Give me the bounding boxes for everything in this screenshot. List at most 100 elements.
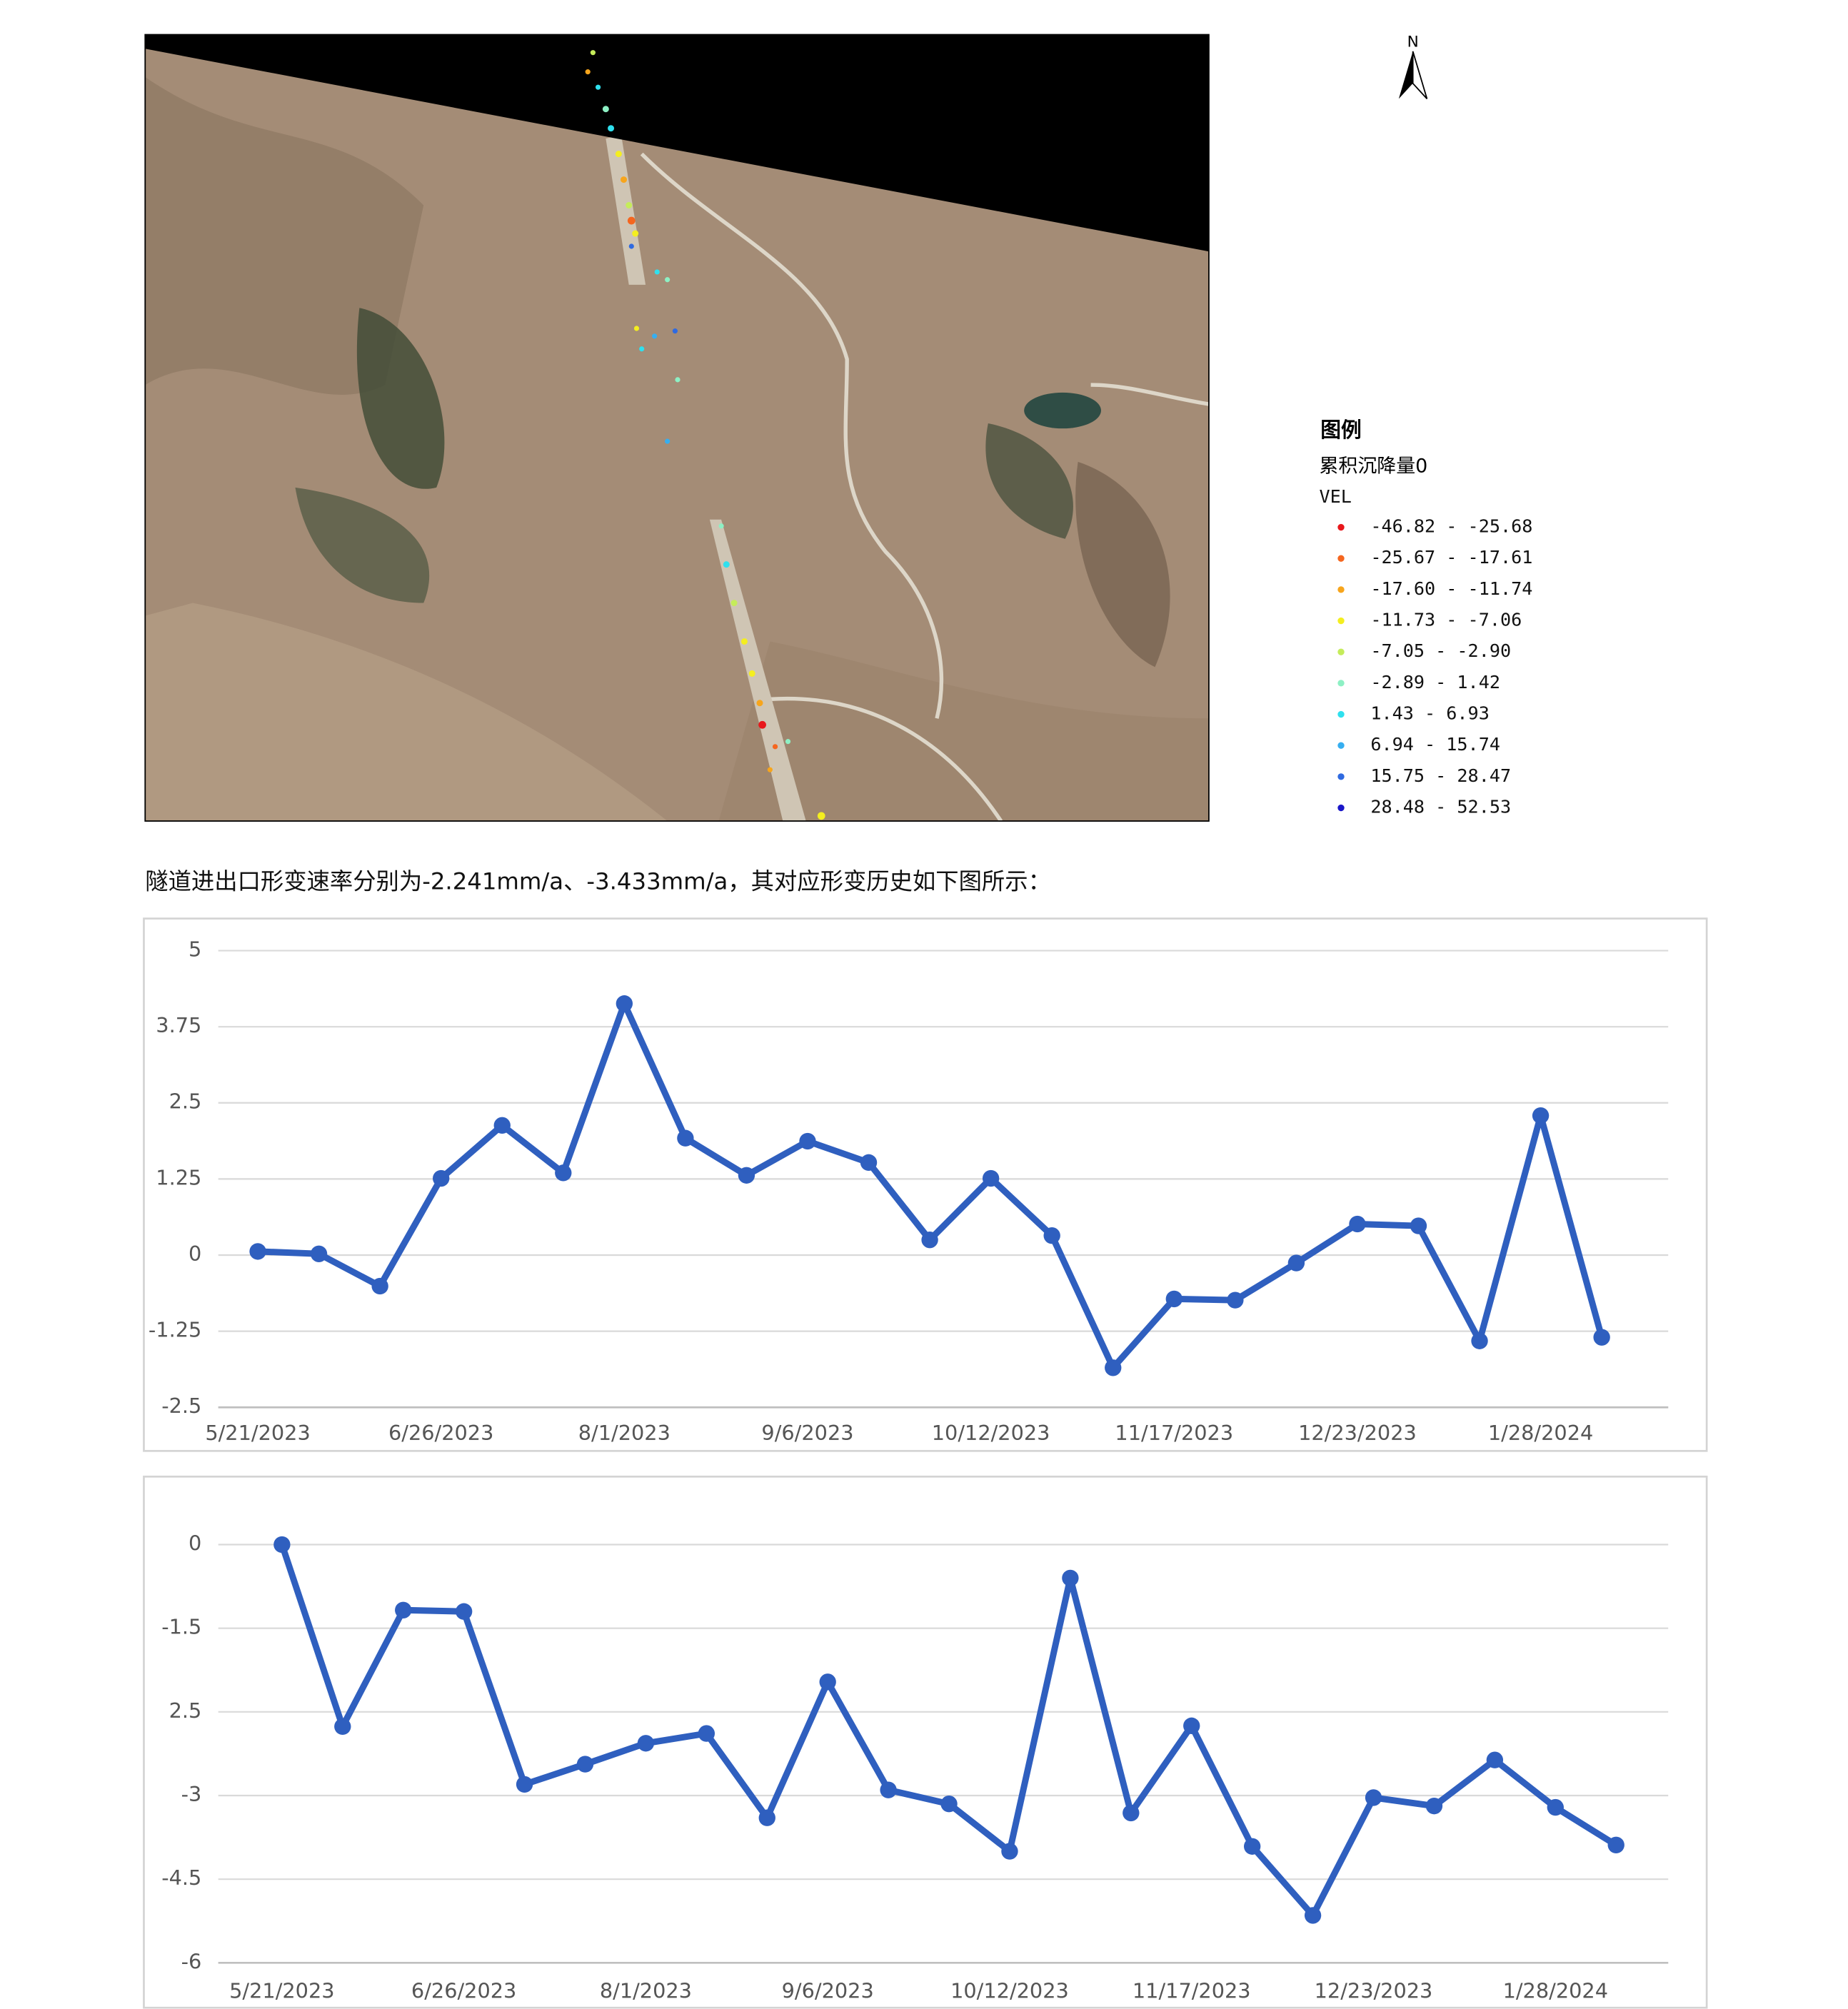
data-point [677,1129,694,1147]
legend-swatch [1337,680,1345,687]
x-tick-label: 10/12/2023 [950,1979,1069,2003]
line-chart: 5 3.75 2.5 1.25 0 -1.25 -2.55/21/2023 6/26/2023… [143,917,1708,1452]
y-tick-label: 3.75 [156,1013,201,1037]
map-points [585,50,825,820]
data-point [1183,1717,1200,1735]
data-point [1001,1843,1018,1860]
data-point [1304,1907,1322,1924]
x-tick-label: 10/12/2023 [932,1421,1050,1445]
y-tick-label: -1.25 [149,1318,201,1342]
data-point [1123,1804,1140,1822]
data-point [249,1243,266,1260]
x-tick-label: 9/6/2023 [782,1979,874,2003]
x-tick-label: 11/17/2023 [1133,1979,1251,2003]
data-point [1593,1329,1610,1346]
x-tick-label: 5/21/2023 [205,1421,310,1445]
y-tick-label: -3 [181,1782,202,1806]
data-point [1165,1290,1182,1308]
y-tick-label: 2.5 [169,1089,202,1114]
data-point [433,1169,450,1187]
data-point [758,1809,775,1826]
map-legend: 图例 累积沉降量0 VEL -46.82 - -25.68 -25.67 - -1… [1319,418,1532,817]
chart-frame [143,917,1708,1452]
chart-frame [143,1475,1708,2009]
legend-swatch [1337,586,1345,593]
data-point [921,1231,938,1249]
legend-swatch [1337,555,1345,562]
legend-swatch [1337,523,1345,531]
y-tick-label: 0 [189,1242,201,1266]
y-tick-label: 5 [189,937,201,962]
legend-title: 图例 [1320,418,1361,442]
data-point [860,1154,878,1172]
north-arrow: N [1398,33,1428,99]
data-point [940,1796,958,1813]
data-point [1607,1836,1624,1853]
legend-label: -7.05 - -2.90 [1370,640,1511,661]
legend-field: VEL [1319,486,1351,507]
line-chart: 0 -1.5 2.5 -3 -4.5 -6 5/21/2023 6/26/2023 8/1/20… [143,1475,1708,2009]
data-point [273,1536,291,1554]
caption: 隧道进出口形变速率分别为-2.241mm/a、-3.433mm/a，其对应形变历… [145,867,1051,895]
y-tick-label: -4.5 [161,1866,201,1890]
data-point [395,1601,412,1618]
data-point [1532,1107,1550,1124]
x-tick-label: 1/28/2024 [1488,1421,1593,1445]
data-point [799,1132,816,1150]
data-point [1105,1359,1122,1376]
x-tick-label: 12/23/2023 [1298,1421,1417,1445]
y-tick-label: 2.5 [169,1698,202,1723]
legend-swatch [1337,617,1345,625]
legend-label: -25.67 - -17.61 [1370,547,1532,568]
data-point [334,1718,351,1736]
legend-swatch [1337,710,1345,718]
x-tick-label: 8/1/2023 [600,1979,692,2003]
x-tick-label: 5/21/2023 [229,1979,334,2003]
y-tick-label: 1.25 [156,1165,201,1189]
y-tick-label: -1.5 [161,1615,201,1639]
y-tick-label: -6 [181,1949,202,1973]
data-point [1471,1332,1488,1349]
data-point [310,1245,328,1262]
legend-swatch [1337,804,1345,812]
legend-label: -11.73 - -7.06 [1370,610,1522,630]
data-point [637,1735,655,1752]
data-point [1547,1798,1564,1816]
data-point [371,1277,388,1295]
data-point [1062,1569,1079,1587]
data-point [880,1781,897,1798]
data-point [1227,1292,1244,1309]
legend-swatch [1337,648,1345,655]
y-tick-label: -2.5 [161,1394,201,1418]
satellite-map [144,34,1210,822]
data-point [1486,1751,1504,1768]
data-point [1287,1254,1305,1272]
legend-label: 1.43 - 6.93 [1370,703,1489,724]
data-point [982,1169,1000,1187]
data-point [555,1164,572,1182]
x-tick-label: 12/23/2023 [1315,1979,1433,2003]
legend-label: 28.48 - 52.53 [1370,797,1511,817]
x-tick-label: 1/28/2024 [1503,1979,1608,2003]
legend-label: -17.60 - -11.74 [1370,578,1532,599]
legend-swatch [1337,773,1345,780]
north-label: N [1407,33,1419,51]
y-tick-label: 0 [189,1531,201,1556]
x-tick-label: 9/6/2023 [761,1421,853,1445]
data-point [698,1725,715,1742]
x-tick-label: 6/26/2023 [388,1421,493,1445]
legend-label: -2.89 - 1.42 [1370,672,1500,693]
data-point [819,1673,836,1691]
data-point [516,1776,533,1793]
x-tick-label: 6/26/2023 [411,1979,516,2003]
data-point [1349,1215,1366,1233]
x-tick-label: 11/17/2023 [1115,1421,1233,1445]
legend-layer: 累积沉降量0 [1319,455,1427,478]
legend-label: 6.94 - 15.74 [1370,734,1500,755]
legend-label: -46.82 - -25.68 [1370,516,1532,537]
data-point [1365,1789,1382,1806]
x-tick-label: 8/1/2023 [578,1421,671,1445]
data-point [1410,1217,1427,1234]
